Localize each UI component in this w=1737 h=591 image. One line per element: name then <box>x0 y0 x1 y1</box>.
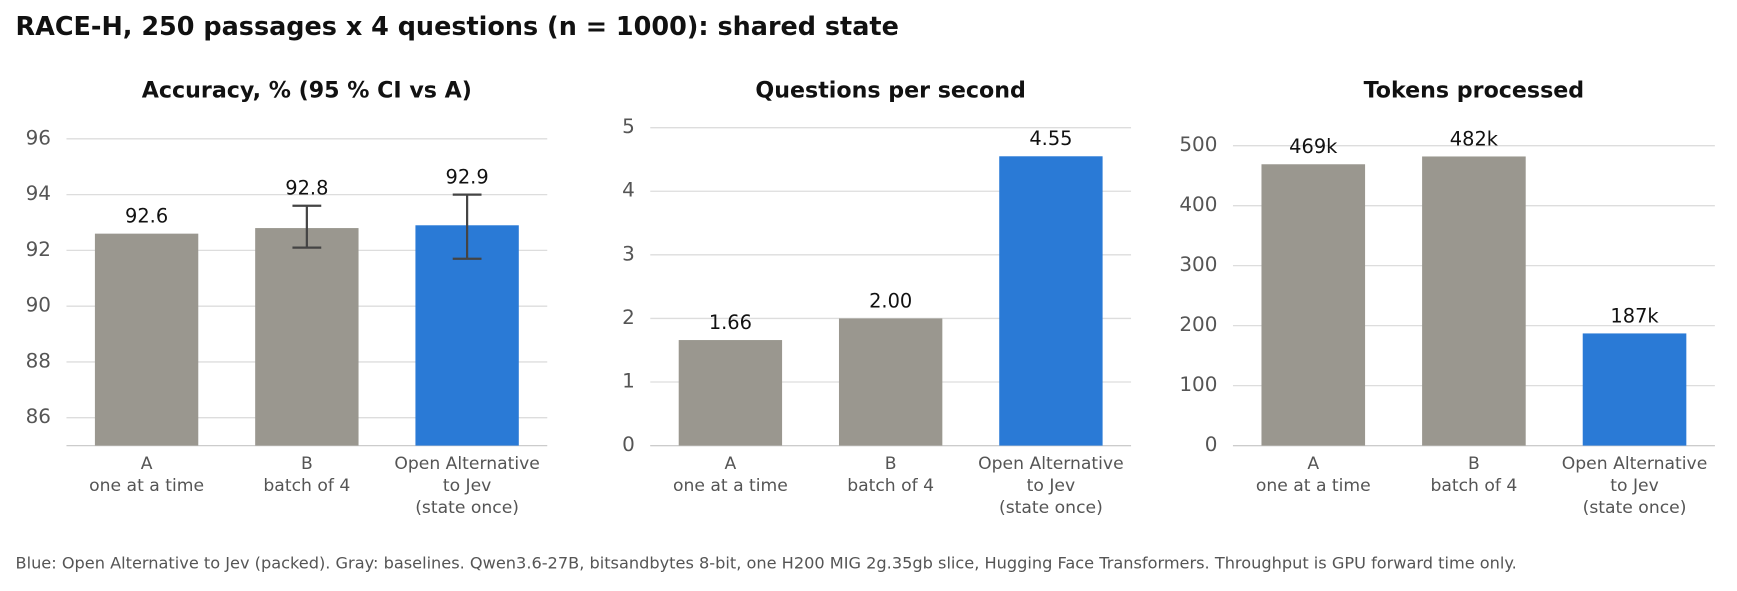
x-tick-label: A one at a time <box>672 453 788 496</box>
bar <box>678 340 783 446</box>
chart-title: Accuracy, % (95 % CI vs A) <box>142 78 472 104</box>
value-label: 469k <box>1289 135 1338 158</box>
y-tick-label: 0 <box>622 432 635 456</box>
y-tick-label: 3 <box>622 241 635 265</box>
y-tick-label: 96 <box>26 125 51 149</box>
x-label-box: B batch of 4 <box>1430 453 1518 496</box>
bar <box>1582 333 1687 446</box>
x-tick-label: B batch of 4 <box>1430 453 1518 496</box>
y-tick-label: 86 <box>26 404 51 428</box>
x-label-box: A one at a time <box>89 453 205 496</box>
x-label-box: Open Alternative to Jev (state once) <box>1561 453 1708 518</box>
y-tick-label: 88 <box>26 348 51 372</box>
error-bar <box>292 204 322 249</box>
y-tick-label: 0 <box>1205 432 1218 456</box>
value-label: 482k <box>1450 127 1499 150</box>
chart-title: Tokens processed <box>1364 78 1585 104</box>
bar <box>1261 164 1366 446</box>
chart-panel: Accuracy, % (95 % CI vs A) 86 88 90 92 94 96 92… <box>26 78 548 518</box>
x-tick-label: Open Alternative to Jev (state once) <box>394 453 540 518</box>
y-tick-label: 90 <box>26 293 51 317</box>
bar <box>838 318 943 446</box>
bar <box>255 228 359 446</box>
x-tick-label: B batch of 4 <box>847 453 935 496</box>
x-label-box: Open Alternative to Jev (state once) <box>978 453 1124 518</box>
chart-panel: Tokens processed 0 100 200 300 400 500 469k A on… <box>1179 78 1715 518</box>
bar <box>999 156 1103 446</box>
error-bar <box>452 193 482 260</box>
y-tick-label: 94 <box>26 181 51 205</box>
value-label: 4.55 <box>1029 127 1072 150</box>
x-tick-label: A one at a time <box>1255 453 1371 496</box>
y-tick-label: 300 <box>1179 252 1217 276</box>
value-label: 187k <box>1610 304 1659 327</box>
y-tick-label: 92 <box>26 237 51 261</box>
x-label-box: B batch of 4 <box>263 453 351 496</box>
y-tick-label: 5 <box>622 114 635 138</box>
y-tick-label: 200 <box>1179 312 1217 336</box>
y-tick-label: 4 <box>622 178 635 202</box>
bar <box>94 233 199 446</box>
footnote: Blue: Open Alternative to Jev (packed). … <box>16 554 1517 573</box>
y-tick-label: 400 <box>1179 192 1217 216</box>
chart-title: Questions per second <box>755 78 1025 104</box>
x-tick-label: B batch of 4 <box>263 453 351 496</box>
y-tick-label: 1 <box>622 369 635 393</box>
x-label-box: A one at a time <box>1255 453 1371 496</box>
value-label: 92.8 <box>285 177 328 200</box>
bar <box>415 225 519 446</box>
x-label-box: B batch of 4 <box>847 453 935 496</box>
value-label: 92.9 <box>446 165 489 188</box>
value-label: 2.00 <box>869 289 912 312</box>
x-tick-label: Open Alternative to Jev (state once) <box>1561 453 1708 518</box>
figure-title: RACE-H, 250 passages x 4 questions (n = … <box>16 12 899 42</box>
y-tick-label: 500 <box>1179 132 1217 156</box>
y-tick-label: 100 <box>1179 372 1217 396</box>
chart-panel: Questions per second 0 1 2 3 4 5 1.66 A one at a… <box>622 78 1132 518</box>
y-tick-label: 2 <box>622 305 635 329</box>
x-tick-label: Open Alternative to Jev (state once) <box>978 453 1124 518</box>
x-label-box: A one at a time <box>672 453 788 496</box>
value-label: 1.66 <box>709 311 752 334</box>
x-label-box: Open Alternative to Jev (state once) <box>394 453 540 518</box>
value-label: 92.6 <box>125 205 168 228</box>
x-tick-label: A one at a time <box>89 453 205 496</box>
bar <box>1422 156 1526 446</box>
